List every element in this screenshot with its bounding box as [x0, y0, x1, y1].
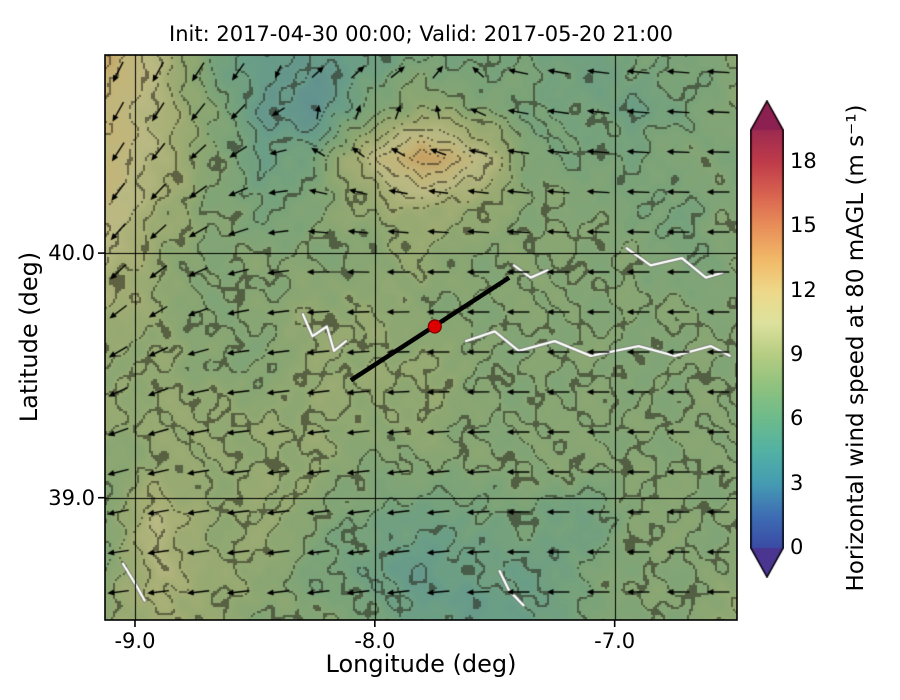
y-axis-label: Latitude (deg)	[15, 251, 43, 423]
colorbar-tick-label: 9	[790, 342, 804, 367]
colorbar-tick-label: 15	[790, 213, 817, 238]
x-tick-label: -9.0	[114, 629, 156, 653]
colorbar-tick-label: 6	[790, 406, 804, 431]
colorbar-label: Horizontal wind speed at 80 mAGL (m s⁻¹)	[843, 104, 869, 592]
colorbar-tick-label: 12	[790, 277, 817, 302]
y-tick-label: 40.0	[48, 241, 95, 266]
x-tick-label: -7.0	[594, 629, 636, 653]
colorbar-tick-label: 3	[790, 470, 804, 495]
x-tick-label: -8.0	[354, 629, 396, 653]
colorbar-tick-label: 18	[790, 149, 817, 174]
map-canvas	[105, 55, 737, 620]
plot-title: Init: 2017-04-30 00:00; Valid: 2017-05-2…	[169, 22, 673, 46]
x-axis-label: Longitude (deg)	[325, 650, 517, 678]
colorbar-tick-label: 0	[790, 535, 804, 559]
y-tick-label: 39.0	[48, 485, 95, 510]
colorbar	[750, 100, 784, 578]
